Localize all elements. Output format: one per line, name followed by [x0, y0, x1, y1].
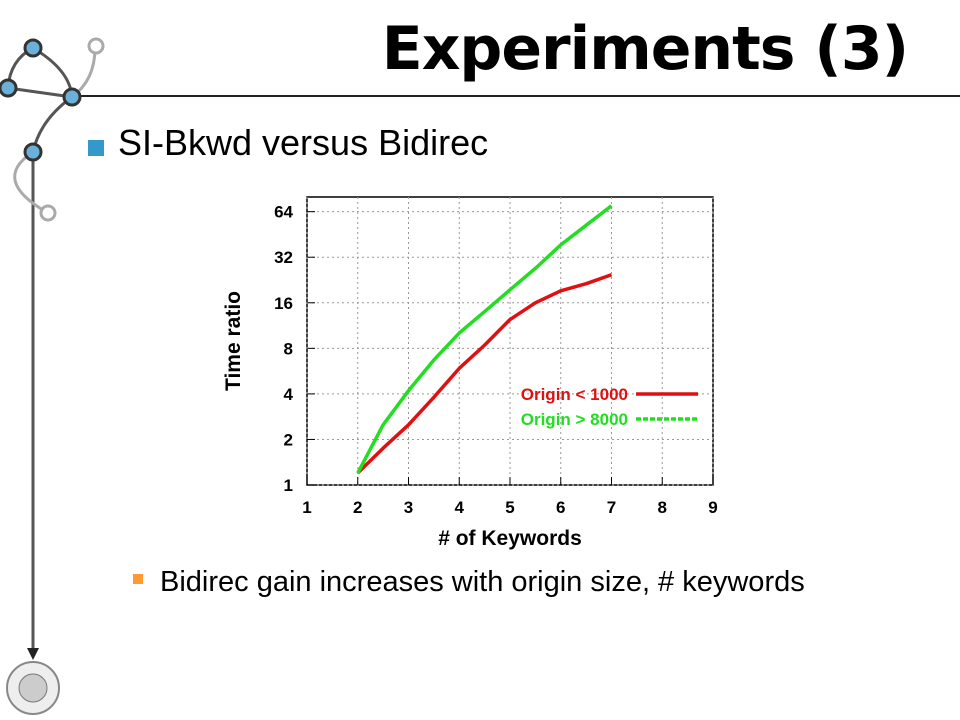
x-tick-label: 4 — [455, 498, 465, 517]
y-tick-label: 32 — [274, 248, 293, 267]
series-line — [356, 273, 613, 475]
x-tick-label: 6 — [556, 498, 565, 517]
y-axis-label: Time ratio — [222, 291, 245, 391]
y-tick-label: 2 — [284, 430, 293, 449]
institute-logo — [6, 661, 60, 715]
y-tick-label: 1 — [284, 476, 293, 495]
bullet-marker — [133, 574, 143, 584]
bullet: SI-Bkwd versus Bidirec — [118, 122, 489, 163]
x-tick-label: 5 — [505, 498, 514, 517]
logo-nodes — [0, 38, 82, 162]
series-line — [356, 204, 613, 474]
x-tick-label: 2 — [353, 498, 362, 517]
slide-title: Experiments (3) — [381, 14, 909, 84]
legend-label: Origin < 1000 — [521, 385, 628, 404]
x-axis-label: # of Keywords — [438, 527, 582, 550]
sub-bullet: Bidirec gain increases with origin size,… — [160, 566, 805, 598]
x-tick-label: 9 — [708, 498, 717, 517]
x-tick-label: 8 — [658, 498, 667, 517]
y-tick-label: 16 — [274, 294, 293, 313]
bullet-marker — [88, 140, 104, 156]
y-tick-label: 64 — [274, 203, 293, 222]
x-tick-label: 3 — [404, 498, 413, 517]
logo-graph — [6, 46, 97, 660]
x-tick-label: 7 — [607, 498, 616, 517]
legend-label: Origin > 8000 — [521, 410, 628, 429]
logo-nodes-faded — [39, 37, 105, 222]
x-tick-label: 1 — [302, 498, 311, 517]
y-tick-label: 8 — [284, 339, 293, 358]
y-tick-label: 4 — [284, 385, 294, 404]
plot-frame — [306, 196, 714, 486]
